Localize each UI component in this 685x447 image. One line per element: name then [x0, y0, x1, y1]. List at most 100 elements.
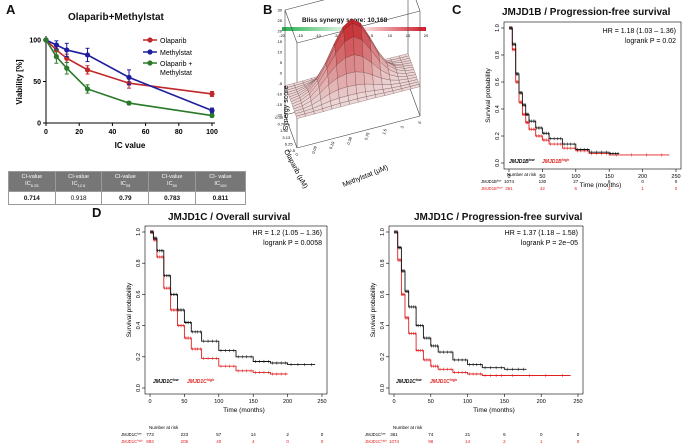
panel-letter-d: D — [92, 205, 102, 220]
panel-c-title: JMJD1B / Progression-free survival — [502, 7, 671, 18]
kmC-xtick-label-4: 200 — [638, 174, 647, 180]
km-d2: 0.00.20.40.60.81.00361107450749810021141… — [370, 225, 584, 444]
km-d1-logrank: logrank P = 0.0058 — [263, 240, 322, 247]
kmD1-xtick-label-1: 50 — [181, 399, 187, 405]
b-ztick-6: 10 — [278, 50, 283, 55]
ci-table: CI-value IC6.25 CI-value IC12.5 CI-value IC… — [8, 171, 247, 205]
kmD1-risk-high-0: 893 — [146, 439, 154, 444]
ci-value-1: 0.714 — [8, 191, 56, 205]
km-d2-risk-high-label: JMJD1Chigh — [365, 439, 387, 445]
km-d2-logrank: logrank P = 2e−05 — [521, 240, 578, 247]
kmD1-xtick-label-4: 200 — [283, 399, 292, 405]
kmD1-risk-high-4: 0 — [286, 439, 289, 444]
kmD1-curve-1 — [150, 231, 316, 366]
b-ytick-4: 6.25 — [285, 141, 294, 146]
kmD1-ytick-label-1: 0.2 — [136, 353, 142, 361]
chart-a-xtick-label-2: 40 — [109, 129, 117, 136]
kmC-risk-low-5: 0 — [675, 179, 678, 184]
chart-a-xlabel: IC value — [115, 141, 146, 150]
ci-header-4: CI-value IC50 — [148, 171, 196, 192]
panel-a-title: Olaparib+Methylstat — [68, 12, 164, 23]
b-xtick-7: 6 — [417, 120, 423, 125]
kmC-risk-high-5: 0 — [675, 186, 678, 191]
chart-a-point-2-3 — [84, 86, 91, 92]
legend-combo-label-2: Methylstat — [160, 70, 192, 77]
kmD1-xtick-label-0: 0 — [148, 399, 151, 405]
kmD2-curve-1 — [394, 231, 527, 370]
b-ztick-7: 15 — [278, 39, 283, 44]
colorbar-tick-5: 5 — [371, 33, 374, 38]
kmC-xtick-label-5: 250 — [671, 174, 680, 180]
kmC-risk-low-4: 0 — [641, 179, 644, 184]
km-d2-low-label: JMJD1Clow — [396, 378, 422, 385]
kmD1-frame — [144, 225, 328, 395]
b-surface-cell-6-4 — [345, 54, 356, 75]
b-ztick-0: -20 — [276, 113, 283, 118]
km-d2-hr: HR = 1.37 (1.18 – 1.58) — [505, 230, 578, 237]
kmC-risk-high-4: 1 — [641, 186, 644, 191]
chart-a-point-2-2 — [64, 65, 70, 71]
colorbar-tick-7: 15 — [406, 33, 411, 38]
km-d1: 0.00.20.40.60.81.00773893502232051005740… — [126, 225, 328, 444]
b-ztick-4: 0 — [280, 71, 283, 76]
panel-letter-c: C — [452, 2, 462, 17]
b-box-top-3 — [284, 9, 298, 44]
chart-a-point-0-3 — [84, 67, 91, 73]
km-c: 0.00.20.40.60.81.00107436150130421002761… — [485, 21, 682, 191]
colorbar-tick-2: -10 — [315, 33, 322, 38]
kmD2-xtick-label-0: 0 — [392, 399, 395, 405]
kmC-ytick-label-5: 1.0 — [495, 24, 501, 32]
kmD2-xtick-label-2: 100 — [463, 399, 472, 405]
kmC-ylabel: Survival probability — [485, 67, 492, 122]
chart-a-xtick-label-0: 0 — [44, 129, 48, 136]
kmD1-ylabel: Survival probability — [126, 282, 133, 337]
b-ytick-1: 0.78 — [278, 122, 287, 127]
kmD2-ytick-label-0: 0.0 — [380, 384, 386, 392]
kmD2-xtick-label-3: 150 — [500, 399, 509, 405]
chart-a-point-1-1 — [53, 42, 59, 48]
ci-header-3: CI-value IC25 — [101, 171, 150, 192]
b-ztick-10: 30 — [278, 8, 283, 13]
ci-value-2: 0.918 — [54, 191, 103, 205]
km-c-hr: HR = 1.18 (1.03 – 1.36) — [603, 28, 676, 35]
kmD2-risk-low-2: 21 — [465, 432, 471, 437]
kmC-frame — [503, 21, 682, 170]
b-xtick-4: 0.75 — [363, 131, 371, 141]
ci-value-5: 0.811 — [194, 191, 247, 205]
kmD2-ytick-label-1: 0.2 — [380, 353, 386, 361]
chart-a-point-2-1 — [53, 54, 59, 60]
b-ztick-1: -15 — [276, 102, 283, 107]
chart-a-point-1-2 — [64, 47, 70, 53]
kmC-risk-high-3: 2 — [608, 186, 611, 191]
km-d1-risk-high-label: JMJD1Chigh — [121, 439, 143, 445]
legend-olaparib-marker — [147, 37, 153, 43]
km-d2-high-label: JMJD1Chigh — [430, 378, 457, 385]
km-d1-risk-title: Number at risk — [149, 425, 179, 430]
chart-a-point-2-4 — [126, 100, 132, 106]
b-xtick-1: 0.09 — [310, 145, 318, 155]
kmC-xtick-label-2: 100 — [571, 174, 580, 180]
colorbar-tick-0: -20 — [279, 33, 286, 38]
kmD1-risk-low-4: 2 — [286, 432, 289, 437]
legend-methylstat-marker — [147, 49, 153, 55]
panel-d1-title: JMJD1C / Overall survival — [168, 212, 291, 223]
ci-value-3: 0.79 — [101, 191, 150, 205]
kmD2-risk-high-3: 2 — [503, 439, 506, 444]
legend-combo-marker — [147, 60, 153, 66]
b-ztick-9: 25 — [278, 18, 283, 23]
kmC-xtick-label-0: 0 — [507, 174, 510, 180]
km-c-logrank: logrank P = 0.02 — [625, 38, 676, 45]
chart-b: -20 -15 -10 -5 0 5 10 15 20 -20 -15 -10 -5 0 5 10 15 20 2… — [275, 0, 429, 190]
kmC-ytick-label-0: 0.0 — [495, 159, 501, 167]
b-box-bottom-0 — [296, 115, 421, 149]
b-surface-cell-7-4 — [354, 54, 365, 73]
kmD2-risk-low-4: 0 — [540, 432, 543, 437]
kmD1-risk-low-3: 14 — [251, 432, 257, 437]
km-d1-high-label: JMJD1Chigh — [187, 378, 214, 385]
kmD1-risk-low-0: 773 — [146, 432, 154, 437]
chart-a-ytick-label-1: 50 — [33, 79, 41, 86]
chart-a-point-1-5 — [209, 107, 215, 114]
kmD2-xtick-label-1: 50 — [428, 399, 434, 405]
b-xtick-2: 0.19 — [328, 140, 336, 150]
kmC-risk-low-2: 27 — [573, 179, 579, 184]
